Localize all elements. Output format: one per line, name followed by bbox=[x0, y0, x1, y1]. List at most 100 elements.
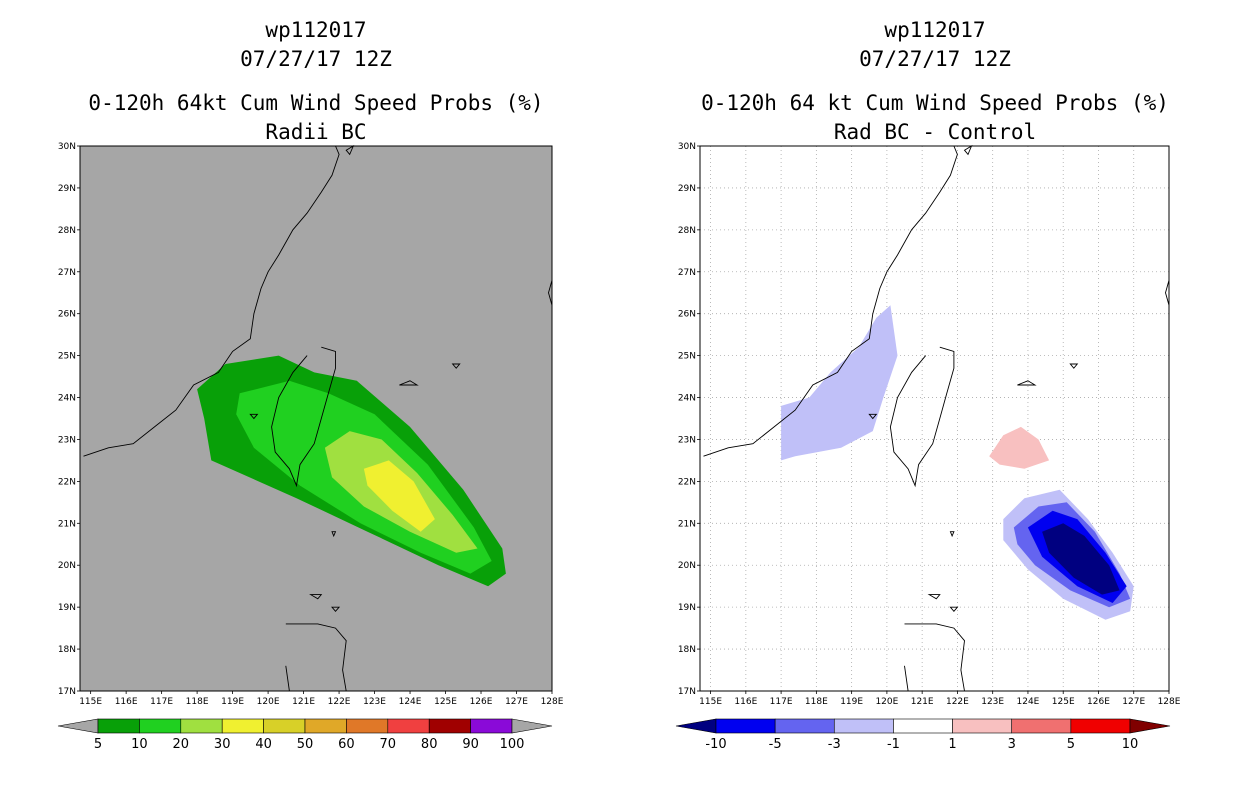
axis-labels: 115E 116E 117E 118E 119E 120E 121E 122E 123E 124E… bbox=[58, 142, 564, 707]
colorbar-swatch bbox=[180, 718, 223, 734]
island-penghu bbox=[249, 413, 259, 420]
colorbar-swatch bbox=[1070, 718, 1131, 734]
map-frame bbox=[699, 145, 1170, 692]
colorbar-label: 80 bbox=[421, 737, 438, 752]
contour-level-neg3 bbox=[781, 305, 898, 461]
map-frame bbox=[79, 145, 553, 692]
lon-tick-label: 126E bbox=[1087, 697, 1110, 707]
colorbar-right-arrow bbox=[1129, 718, 1171, 734]
lon-tick-label: 124E bbox=[1017, 697, 1040, 707]
colorbar-swatch bbox=[952, 718, 1013, 734]
lat-tick-label: 25N bbox=[58, 352, 76, 362]
colorbar-swatch bbox=[139, 718, 182, 734]
colorbar-label: 50 bbox=[297, 737, 314, 752]
colorbar-swatch bbox=[428, 718, 471, 734]
island-babuyan-2 bbox=[949, 606, 959, 612]
lon-tick-label: 125E bbox=[1052, 697, 1075, 707]
island-zhoushan bbox=[963, 144, 973, 156]
lat-tick-label: 23N bbox=[58, 435, 76, 445]
island-penghu bbox=[868, 413, 878, 420]
island-ryukyu-2 bbox=[451, 363, 461, 369]
lon-tick-label: 117E bbox=[770, 697, 793, 707]
colorbar-label: -10 bbox=[705, 737, 726, 752]
lon-tick-label: 118E bbox=[186, 697, 209, 707]
colorbar-swatch bbox=[1011, 718, 1072, 734]
lon-tick-label: 122E bbox=[946, 697, 969, 707]
left-product-title: 0-120h 64kt Cum Wind Speed Probs (%) bbox=[88, 91, 544, 115]
right-subtitle: Rad BC - Control bbox=[833, 120, 1037, 144]
lat-tick-label: 19N bbox=[58, 603, 76, 613]
lon-tick-label: 124E bbox=[399, 697, 422, 707]
left-map-panel: 115E 116E 117E 118E 119E 120E 121E 122E 123E 124E… bbox=[58, 142, 564, 707]
lat-tick-label: 27N bbox=[678, 268, 696, 278]
colorbar-label: 1 bbox=[948, 737, 956, 752]
colorbar-label: 30 bbox=[214, 737, 231, 752]
colorbar-label: 5 bbox=[94, 737, 102, 752]
lat-tick-label: 21N bbox=[58, 519, 76, 529]
axis-labels: 115E 116E 117E 118E 119E 120E 121E 122E 123E 124E… bbox=[678, 142, 1181, 707]
lat-tick-label: 22N bbox=[678, 477, 696, 487]
island-babuyan-1 bbox=[927, 594, 941, 600]
colorbar-swatch bbox=[470, 718, 513, 734]
lon-tick-label: 120E bbox=[257, 697, 280, 707]
contour-level-neg10 bbox=[1042, 523, 1120, 595]
right-colorbar: -10 -5 -3 -1 1 3 5 10 bbox=[675, 718, 1171, 752]
lat-tick-label: 17N bbox=[58, 687, 76, 697]
lon-tick-label: 120E bbox=[875, 697, 898, 707]
lon-tick-label: 125E bbox=[434, 697, 457, 707]
lat-tick-label: 28N bbox=[58, 226, 76, 236]
lon-tick-label: 127E bbox=[505, 697, 528, 707]
colorbar-label: 3 bbox=[1008, 737, 1016, 752]
lon-tick-label: 117E bbox=[150, 697, 173, 707]
lat-tick-label: 17N bbox=[678, 687, 696, 697]
island-batanes-1 bbox=[949, 531, 955, 538]
lat-tick-label: 29N bbox=[58, 184, 76, 194]
coastline-china-coast bbox=[83, 145, 340, 457]
lat-tick-label: 19N bbox=[678, 603, 696, 613]
colorbar-swatch bbox=[387, 718, 430, 734]
colorbar-swatch bbox=[715, 718, 776, 734]
island-batanes-1 bbox=[331, 531, 337, 538]
lat-tick-label: 30N bbox=[678, 142, 696, 152]
colorbar-swatch bbox=[833, 718, 894, 734]
lon-tick-label: 127E bbox=[1122, 697, 1145, 707]
colorbar-swatch bbox=[221, 718, 264, 734]
lat-tick-label: 24N bbox=[58, 394, 76, 404]
right-date: 07/27/17 12Z bbox=[859, 47, 1011, 71]
colorbar-swatch bbox=[304, 718, 347, 734]
lon-tick-label: 119E bbox=[221, 697, 244, 707]
island-ryukyu-1 bbox=[399, 380, 419, 386]
lon-tick-label: 121E bbox=[292, 697, 315, 707]
lat-tick-label: 24N bbox=[678, 394, 696, 404]
lon-tick-label: 116E bbox=[115, 697, 138, 707]
contour-fills bbox=[197, 355, 506, 587]
left-colorbar: 5 10 20 30 40 50 60 70 80 90 100 bbox=[57, 718, 553, 752]
lat-tick-label: 21N bbox=[678, 519, 696, 529]
colorbar-label: 100 bbox=[500, 737, 525, 752]
colorbar-label: 5 bbox=[1067, 737, 1075, 752]
lat-tick-label: 20N bbox=[58, 561, 76, 571]
colorbar-swatch bbox=[893, 718, 953, 734]
colorbar-swatch bbox=[774, 718, 835, 734]
lat-tick-label: 26N bbox=[58, 310, 76, 320]
colorbar-left-arrow bbox=[57, 718, 99, 734]
contour-level-1 bbox=[989, 426, 1050, 469]
lat-tick-label: 22N bbox=[58, 477, 76, 487]
left-date: 07/27/17 12Z bbox=[240, 47, 392, 71]
lon-tick-label: 118E bbox=[805, 697, 828, 707]
coastline-taiwan bbox=[271, 346, 336, 488]
right-product-title: 0-120h 64 kt Cum Wind Speed Probs (%) bbox=[701, 91, 1169, 115]
colorbar-label: 10 bbox=[1122, 737, 1139, 752]
colorbar-label: -3 bbox=[828, 737, 841, 752]
colorbar-label: 40 bbox=[255, 737, 272, 752]
colorbar-label: 70 bbox=[380, 737, 397, 752]
right-map-panel: 115E 116E 117E 118E 119E 120E 121E 122E 123E 124E… bbox=[678, 142, 1181, 707]
colorbar-label: 90 bbox=[462, 737, 479, 752]
lon-tick-label: 128E bbox=[1158, 697, 1181, 707]
island-ryukyu-2 bbox=[1069, 363, 1079, 369]
colorbar-left-arrow bbox=[675, 718, 717, 734]
lat-tick-label: 29N bbox=[678, 184, 696, 194]
lat-tick-label: 28N bbox=[678, 226, 696, 236]
lat-tick-label: 20N bbox=[678, 561, 696, 571]
contour-level-30 bbox=[363, 460, 435, 532]
